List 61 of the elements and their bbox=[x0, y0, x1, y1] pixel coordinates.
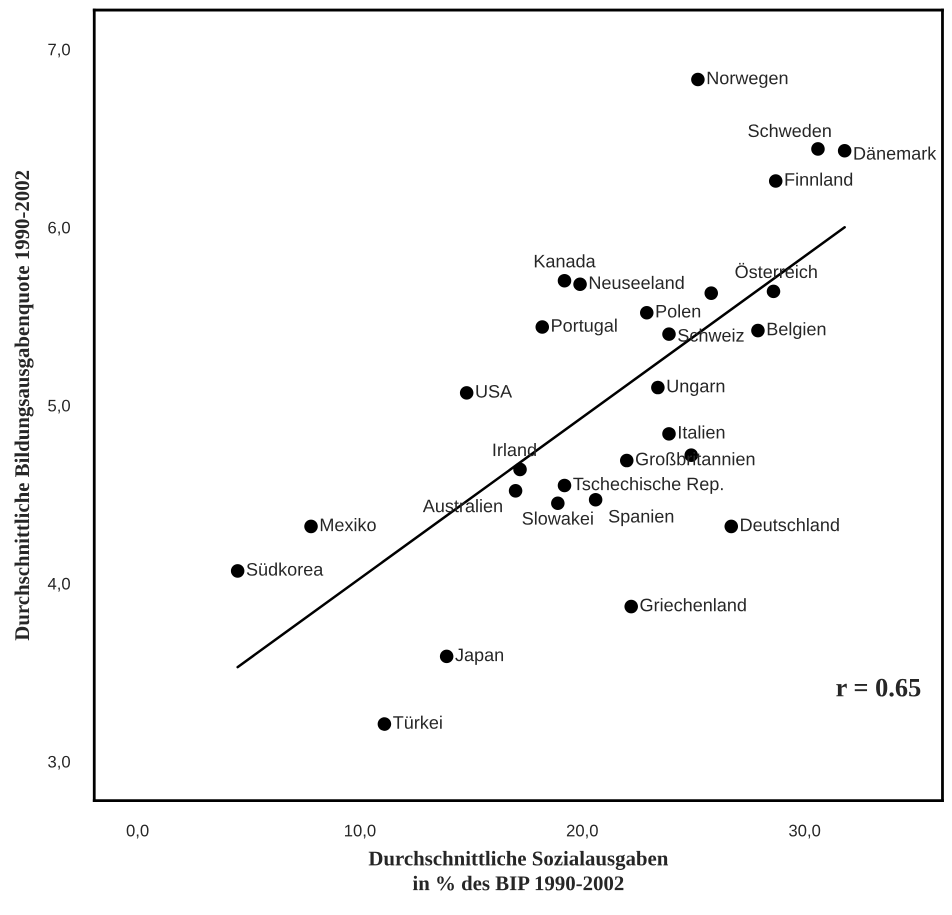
point bbox=[230, 564, 244, 578]
annotation: Finnland bbox=[786, 172, 852, 186]
annotation: Spanien bbox=[608, 509, 674, 526]
point bbox=[304, 520, 318, 534]
x-axis-title: Durchschnittliche Sozialausgaben in % des BIP 1990-2002 bbox=[368, 850, 668, 890]
point bbox=[704, 286, 718, 300]
annotation: USA bbox=[476, 384, 512, 398]
annotation: Belgien bbox=[768, 322, 826, 339]
y-tick-label: 5,0 bbox=[48, 400, 70, 414]
annotation: Neuseeland bbox=[590, 276, 684, 290]
annotation: Italien bbox=[679, 425, 724, 439]
point bbox=[551, 496, 565, 510]
point bbox=[811, 142, 825, 156]
annotation: Griechenland bbox=[640, 598, 746, 612]
y-axis-title: Durchschnittliche Bildungsausgabenquote 1990-2002 bbox=[14, 170, 34, 640]
y-tick-label: 3,0 bbox=[48, 756, 70, 770]
x-tick-label: 20,0 bbox=[566, 824, 598, 838]
point bbox=[558, 274, 572, 288]
point bbox=[513, 462, 527, 476]
annotation: Mexiko bbox=[320, 518, 376, 532]
point bbox=[535, 320, 550, 334]
point bbox=[724, 520, 738, 534]
x-tick-label: 10,0 bbox=[345, 824, 376, 838]
x-tick-label: 0,0 bbox=[126, 824, 149, 838]
point bbox=[751, 324, 765, 338]
y-tick-label: 4,0 bbox=[48, 578, 70, 592]
annotation: Slowakei bbox=[522, 512, 593, 525]
x-tick-label: 30,0 bbox=[789, 824, 820, 838]
point bbox=[768, 174, 782, 188]
annotation: Südkorea bbox=[246, 562, 324, 576]
annotation: Polen bbox=[656, 304, 700, 318]
point bbox=[460, 386, 474, 400]
annotation: Japan bbox=[455, 648, 504, 665]
point bbox=[662, 327, 676, 341]
point bbox=[573, 278, 587, 292]
point bbox=[624, 600, 638, 614]
y-tick-label: 6,0 bbox=[48, 222, 70, 236]
point bbox=[588, 492, 602, 506]
annotation: Schweden bbox=[748, 124, 831, 138]
y-tick-label: 7,0 bbox=[48, 44, 70, 58]
point bbox=[662, 427, 676, 441]
annotation: Türkei bbox=[393, 716, 442, 729]
point bbox=[838, 144, 852, 158]
annotation: Dänemark bbox=[854, 146, 936, 160]
annotation: Irland bbox=[494, 442, 536, 456]
annotation: Ungarn bbox=[668, 380, 724, 396]
annotation: Deutschland bbox=[741, 518, 839, 532]
annotation: Norwegen bbox=[708, 72, 788, 88]
annotation: Portugal bbox=[552, 318, 617, 336]
annotation: r = 0.65 bbox=[836, 678, 920, 697]
point bbox=[558, 478, 572, 492]
point bbox=[440, 650, 454, 664]
annotation: Tschechische Rep. bbox=[573, 477, 723, 494]
point bbox=[766, 284, 780, 298]
point bbox=[620, 454, 634, 468]
point bbox=[378, 717, 392, 731]
point bbox=[651, 380, 665, 394]
point bbox=[640, 306, 654, 320]
point bbox=[508, 484, 522, 498]
annotation: Kanada bbox=[534, 254, 596, 268]
point bbox=[691, 72, 705, 86]
